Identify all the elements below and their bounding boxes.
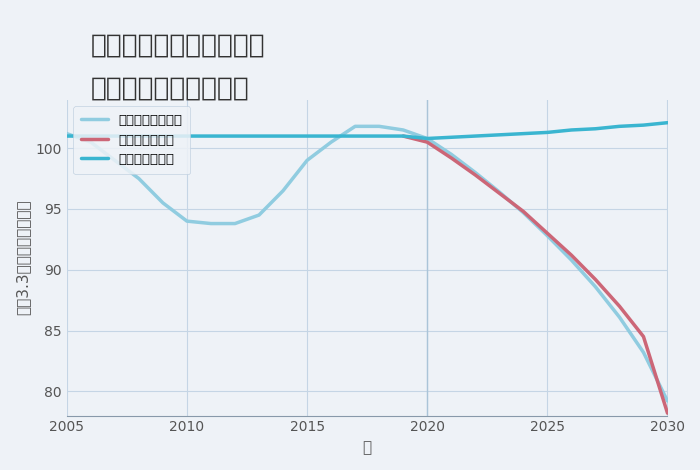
ノーマルシナリオ	[327, 139, 335, 145]
グッドシナリオ	[592, 126, 600, 132]
バッドシナリオ	[543, 230, 552, 236]
グッドシナリオ	[206, 133, 215, 139]
ノーマルシナリオ	[87, 139, 95, 145]
グッドシナリオ	[615, 124, 624, 129]
Line: グッドシナリオ: グッドシナリオ	[66, 123, 668, 139]
ノーマルシナリオ	[543, 233, 552, 239]
ノーマルシナリオ	[134, 176, 143, 181]
ノーマルシナリオ	[62, 131, 71, 136]
バッドシナリオ	[495, 190, 503, 196]
ノーマルシナリオ	[399, 127, 407, 133]
グッドシナリオ	[543, 130, 552, 135]
X-axis label: 年: 年	[363, 440, 372, 455]
グッドシナリオ	[639, 122, 648, 128]
ノーマルシナリオ	[255, 212, 263, 218]
ノーマルシナリオ	[303, 157, 312, 163]
ノーマルシナリオ	[231, 221, 239, 227]
Text: 中古戸建ての価格推移: 中古戸建ての価格推移	[91, 75, 250, 101]
ノーマルシナリオ	[375, 124, 384, 129]
ノーマルシナリオ	[664, 398, 672, 404]
グッドシナリオ	[231, 133, 239, 139]
ノーマルシナリオ	[351, 124, 359, 129]
グッドシナリオ	[134, 133, 143, 139]
バッドシナリオ	[423, 139, 431, 145]
グッドシナリオ	[664, 120, 672, 125]
グッドシナリオ	[183, 133, 191, 139]
グッドシナリオ	[519, 131, 528, 136]
バッドシナリオ	[592, 277, 600, 282]
Y-axis label: 坪（3.3㎡）単価（万円）: 坪（3.3㎡）単価（万円）	[15, 200, 30, 315]
Line: ノーマルシナリオ: ノーマルシナリオ	[66, 126, 668, 401]
バッドシナリオ	[519, 209, 528, 214]
バッドシナリオ	[471, 172, 480, 178]
グッドシナリオ	[279, 133, 287, 139]
グッドシナリオ	[159, 133, 167, 139]
バッドシナリオ	[447, 155, 456, 161]
ノーマルシナリオ	[639, 350, 648, 355]
ノーマルシナリオ	[567, 257, 575, 263]
グッドシナリオ	[567, 127, 575, 133]
グッドシナリオ	[351, 133, 359, 139]
グッドシナリオ	[62, 133, 71, 139]
グッドシナリオ	[375, 133, 384, 139]
ノーマルシナリオ	[447, 151, 456, 157]
ノーマルシナリオ	[423, 136, 431, 141]
グッドシナリオ	[327, 133, 335, 139]
バッドシナリオ	[639, 334, 648, 339]
グッドシナリオ	[399, 133, 407, 139]
バッドシナリオ	[399, 133, 407, 139]
ノーマルシナリオ	[183, 218, 191, 224]
グッドシナリオ	[303, 133, 312, 139]
ノーマルシナリオ	[111, 157, 119, 163]
ノーマルシナリオ	[279, 188, 287, 194]
グッドシナリオ	[255, 133, 263, 139]
グッドシナリオ	[447, 134, 456, 140]
ノーマルシナリオ	[519, 210, 528, 215]
ノーマルシナリオ	[495, 189, 503, 195]
ノーマルシナリオ	[592, 284, 600, 290]
グッドシナリオ	[471, 133, 480, 139]
グッドシナリオ	[423, 136, 431, 141]
Line: バッドシナリオ: バッドシナリオ	[403, 136, 668, 413]
バッドシナリオ	[664, 410, 672, 416]
Legend: ノーマルシナリオ, バッドシナリオ, グッドシナリオ: ノーマルシナリオ, バッドシナリオ, グッドシナリオ	[74, 106, 190, 174]
グッドシナリオ	[111, 133, 119, 139]
グッドシナリオ	[495, 132, 503, 138]
ノーマルシナリオ	[615, 314, 624, 320]
ノーマルシナリオ	[471, 170, 480, 175]
ノーマルシナリオ	[159, 200, 167, 206]
ノーマルシナリオ	[206, 221, 215, 227]
バッドシナリオ	[615, 303, 624, 309]
グッドシナリオ	[87, 133, 95, 139]
バッドシナリオ	[567, 252, 575, 258]
Text: 愛知県名古屋市中区錦の: 愛知県名古屋市中区錦の	[91, 33, 265, 59]
